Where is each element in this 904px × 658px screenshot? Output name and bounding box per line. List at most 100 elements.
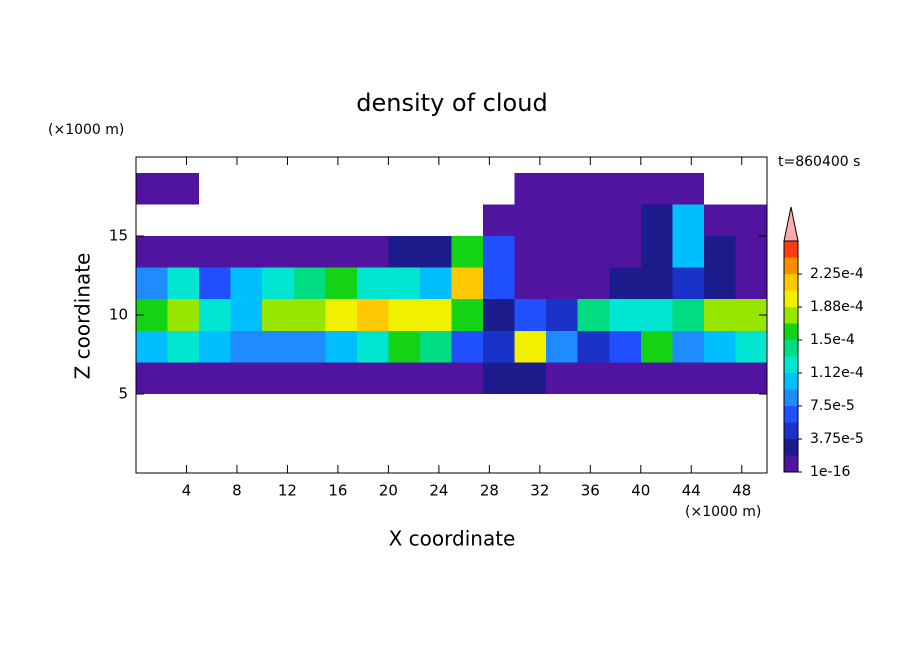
colorbar-label: 3.75e-5: [810, 431, 864, 447]
field-cell: [546, 330, 578, 363]
field-cell: [483, 236, 515, 268]
colorbar-band: [784, 290, 798, 307]
colorbar-frame: [783, 240, 799, 473]
colorbar-band: [784, 257, 798, 274]
field-cell: [609, 299, 641, 331]
field-cell: [577, 362, 610, 394]
x-tick-label: 20: [379, 482, 398, 500]
field-cell: [483, 299, 515, 331]
field-cell: [703, 362, 736, 394]
field-cell: [388, 362, 420, 394]
field-cell: [199, 267, 231, 300]
field-cell: [735, 236, 767, 268]
colorbar-band: [784, 241, 798, 258]
field-cell: [199, 299, 231, 331]
field-cell: [514, 299, 547, 331]
field-cell: [514, 236, 547, 268]
colorbar-band: [784, 406, 798, 423]
y-tick-label: 15: [109, 227, 128, 245]
colorbar-band: [784, 356, 798, 373]
field-cell: [136, 172, 168, 205]
field-cell: [609, 172, 641, 205]
x-tick-label: 40: [631, 482, 650, 500]
field-cell: [703, 236, 736, 268]
field-cell: [703, 267, 736, 300]
field-cell: [546, 299, 578, 331]
field-cell: [325, 267, 357, 300]
x-axis-title: X coordinate: [389, 527, 516, 551]
field-cell: [167, 267, 200, 300]
field-cell: [419, 267, 452, 300]
field-cell: [325, 236, 357, 268]
field-cell: [577, 236, 610, 268]
field-cell: [199, 330, 231, 363]
field-cell: [735, 362, 767, 394]
field-cell: [388, 236, 420, 268]
field-cell: [640, 236, 673, 268]
field-cell: [230, 236, 263, 268]
field-cell: [483, 267, 515, 300]
field-cell: [735, 204, 767, 236]
field-cell: [356, 362, 389, 394]
field-cell: [356, 299, 389, 331]
field-cell: [230, 267, 263, 300]
x-tick-label: 28: [480, 482, 499, 500]
field-cell: [167, 362, 200, 394]
field-cell: [609, 236, 641, 268]
colorbar-label: 7.5e-5: [810, 398, 855, 414]
x-tick-label: 12: [278, 482, 297, 500]
field-cell: [546, 172, 578, 205]
field-cell: [199, 362, 231, 394]
field-cell: [419, 362, 452, 394]
field-cell: [136, 362, 168, 394]
field-cell: [356, 236, 389, 268]
field-cell: [546, 267, 578, 300]
field-cell: [293, 362, 326, 394]
colorbar-label: 1.88e-4: [810, 299, 864, 315]
x-tick-label: 44: [682, 482, 701, 500]
field-cell: [577, 172, 610, 205]
field-cell: [136, 236, 168, 268]
field-cell: [483, 204, 515, 236]
field-cell: [262, 236, 294, 268]
field-cell: [672, 236, 704, 268]
field-cell: [262, 267, 294, 300]
field-cell: [199, 236, 231, 268]
x-tick-label: 4: [182, 482, 192, 500]
field-cell: [546, 204, 578, 236]
field-cell: [703, 204, 736, 236]
field-cell: [703, 330, 736, 363]
colorbar-band: [784, 307, 798, 324]
x-unit: (×1000 m): [685, 504, 761, 520]
field-cell: [451, 299, 484, 331]
colorbar-label: 2.25e-4: [810, 266, 864, 282]
field-cell: [546, 236, 578, 268]
field-cell: [293, 236, 326, 268]
field-cell: [609, 267, 641, 300]
colorbar-band: [784, 439, 798, 456]
field-cell: [577, 267, 610, 300]
field-cell: [577, 330, 610, 363]
y-tick-label: 5: [118, 385, 128, 403]
x-tick-label: 8: [232, 482, 242, 500]
field-cell: [514, 204, 547, 236]
colorbar-band: [784, 389, 798, 406]
field-cell: [262, 362, 294, 394]
field-cell: [293, 330, 326, 363]
colorbar-band: [784, 340, 798, 357]
field-cell: [230, 330, 263, 363]
field-cell: [577, 204, 610, 236]
field-cell: [167, 299, 200, 331]
field-cell: [325, 362, 357, 394]
field-cell: [388, 267, 420, 300]
field-cell: [262, 330, 294, 363]
field-cell: [167, 236, 200, 268]
field-cell: [672, 362, 704, 394]
field-cell: [672, 172, 704, 205]
field-cell: [483, 362, 515, 394]
field-cell: [230, 362, 263, 394]
field-cell: [356, 267, 389, 300]
colorbar-band: [784, 455, 798, 472]
chart-title: density of cloud: [356, 89, 547, 117]
